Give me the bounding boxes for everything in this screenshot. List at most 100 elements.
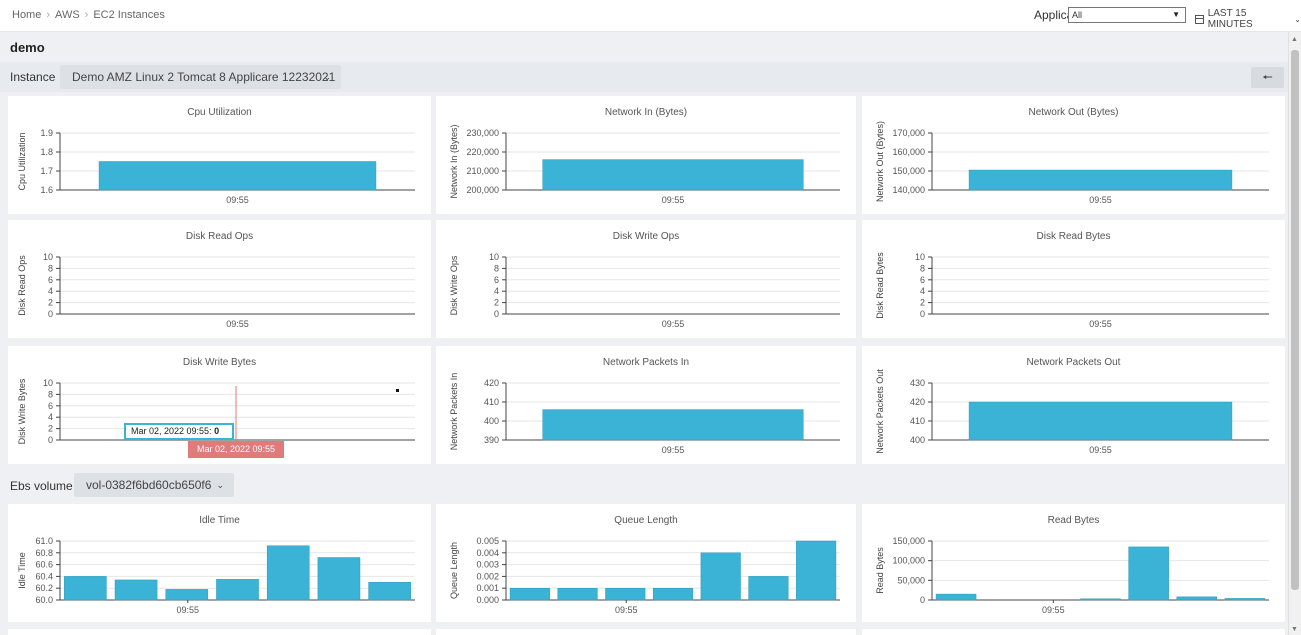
page-scrollbar[interactable]: ▲ ▼ — [1288, 32, 1301, 635]
y-tick-label: 0 — [48, 309, 53, 319]
breadcrumb-home[interactable]: Home — [12, 9, 42, 21]
scroll-up-icon[interactable]: ▲ — [1291, 36, 1298, 43]
scrollbar-thumb[interactable] — [1291, 50, 1299, 590]
bar — [652, 587, 694, 601]
x-tick-label: 09:55 — [226, 319, 249, 329]
chart-svg: 61.0 60.8 60.660.4 60.2 60.0 Idle Time 09:55 — [17, 536, 415, 615]
instance-select[interactable]: Demo AMZ Linux 2 Tomcat 8 Applicare 1223… — [60, 65, 341, 89]
instance-toolbar: Instance Demo AMZ Linux 2 Tomcat 8 Appli… — [0, 62, 1288, 92]
bar — [605, 587, 646, 601]
y-tick-label: 60.6 — [35, 560, 53, 570]
y-axis-label: Idle Time — [17, 552, 27, 589]
y-axis-label: Disk Read Ops — [17, 255, 27, 316]
chart-svg: 230,000 220,000 210,000 200,000 Network In (… — [449, 124, 840, 205]
breadcrumb-aws[interactable]: AWS — [55, 9, 80, 21]
x-tick-label: 09:55 — [615, 605, 638, 615]
y-axis-label: Queue Length — [449, 542, 459, 599]
chart-card: Read Bytes 150,000 100,000 50,000 0 Read Byte… — [862, 504, 1285, 622]
chart-card: Cpu Utilization 1.9 1.8 1.7 1.6 Cpu Utilizati… — [8, 96, 431, 214]
bar — [1224, 598, 1266, 601]
chart-card — [436, 629, 856, 635]
x-tick-label: 09:55 — [1089, 195, 1112, 205]
ebs-volume-select[interactable]: vol-0382f6bd60cb650f6 ⌄ — [74, 473, 234, 497]
chart-svg: 108 64 20 Disk Write Ops 09:55 — [449, 252, 840, 329]
chart-card: Network In (Bytes) 230,000 220,000 210,000 2… — [436, 96, 856, 214]
chart-title: Idle Time — [199, 515, 240, 526]
top-bar: Home › AWS › EC2 Instances Application A… — [0, 0, 1301, 32]
chevron-down-icon: ⌄ — [216, 480, 224, 490]
bar — [114, 579, 158, 601]
breadcrumb-separator: › — [84, 9, 89, 21]
y-tick-label: 2 — [48, 424, 53, 434]
chart-title: Queue Length — [614, 515, 678, 526]
y-tick-label: 2 — [494, 298, 499, 308]
chart-card: Disk Write Ops 10 8 6 4 2 0 Disk Write Ops 09:55 — [436, 220, 856, 338]
y-tick-label: 60.2 — [35, 583, 53, 593]
chart-card: Disk Read Ops 10 8 6 4 2 0 Disk Read Ops 09:55 — [8, 220, 431, 338]
tooltip-value: 0 — [214, 426, 220, 436]
y-tick-label: 0.000 — [476, 595, 499, 605]
bar — [216, 579, 259, 601]
y-tick-label: 8 — [48, 263, 53, 273]
x-tick-label: 09:55 — [662, 319, 685, 329]
bar — [368, 582, 411, 601]
breadcrumb-ec2-instances: EC2 Instances — [93, 9, 165, 21]
application-select[interactable]: All ▼ — [1068, 7, 1186, 23]
y-tick-label: 410 — [910, 416, 925, 426]
y-tick-label: 0 — [494, 309, 499, 319]
y-tick-label: 6 — [48, 401, 53, 411]
time-range-picker[interactable]: LAST 15 MINUTES ⌄ — [1195, 8, 1301, 30]
marker-point — [396, 389, 399, 392]
y-tick-label: 8 — [494, 263, 499, 273]
chart-card: Network Out (Bytes) 170,000 160,000 150,000… — [862, 96, 1285, 214]
chevron-down-icon: ⌄ — [323, 72, 331, 82]
ebs-toolbar: Ebs volume vol-0382f6bd60cb650f6 ⌄ — [0, 470, 1288, 500]
y-tick-label: 60.8 — [35, 548, 53, 558]
y-tick-label: 4 — [920, 286, 925, 296]
x-tick-label: 09:55 — [1089, 445, 1112, 455]
y-tick-label: 0 — [48, 435, 53, 445]
dropdown-arrow-icon: ▼ — [1172, 10, 1180, 19]
chart-title: Disk Write Bytes — [182, 357, 257, 368]
y-axis-label: Network Packets Out — [875, 369, 885, 454]
instance-select-value: Demo AMZ Linux 2 Tomcat 8 Applicare 1223… — [72, 70, 336, 84]
y-axis-label: Network Packets In — [449, 373, 459, 451]
crosshair-time-flag: Mar 02, 2022 09:55 — [188, 441, 284, 458]
bar — [266, 545, 310, 601]
y-tick-label: 2 — [48, 298, 53, 308]
y-tick-label: 0.005 — [476, 536, 499, 546]
y-tick-label: 4 — [494, 286, 499, 296]
bar — [1128, 546, 1169, 601]
y-tick-label: 1.7 — [40, 166, 53, 176]
y-tick-label: 420 — [484, 378, 499, 388]
y-tick-label: 170,000 — [892, 128, 925, 138]
y-tick-label: 430 — [910, 378, 925, 388]
x-tick-label: 09:55 — [662, 445, 685, 455]
y-tick-label: 400 — [910, 435, 925, 445]
time-range-label: LAST 15 MINUTES — [1207, 8, 1253, 30]
back-button[interactable]: 🠔 — [1251, 67, 1284, 88]
bar — [700, 552, 741, 601]
chart-card: Network Packets Out 430 420 410 400 Network P… — [862, 346, 1285, 464]
chart-title: Disk Read Ops — [185, 231, 254, 242]
scroll-down-icon[interactable]: ▼ — [1291, 626, 1298, 633]
x-tick-label: 09:55 — [662, 195, 685, 205]
y-tick-label: 1.6 — [40, 185, 53, 195]
bar — [935, 593, 977, 601]
chart-svg: 170,000 160,000 150,000 140,000 Network Out … — [875, 121, 1269, 205]
bar — [557, 587, 598, 601]
chart-card — [862, 629, 1285, 635]
y-tick-label: 140,000 — [892, 185, 925, 195]
y-tick-label: 4 — [48, 412, 53, 422]
chart-tooltip: Mar 02, 2022 09:55: 0 — [124, 423, 234, 440]
y-tick-label: 50,000 — [897, 575, 925, 585]
y-tick-label: 60.4 — [35, 571, 53, 581]
chart-card: Network Packets In 420 410 400 390 Network Pa… — [436, 346, 856, 464]
y-tick-label: 0.001 — [476, 583, 499, 593]
bar — [509, 587, 550, 601]
x-tick-label: 09:55 — [1042, 605, 1065, 615]
arrow-left-icon: 🠔 — [1262, 70, 1273, 84]
bar — [1080, 598, 1121, 601]
ebs-volume-select-value: vol-0382f6bd60cb650f6 — [86, 478, 212, 492]
y-tick-label: 210,000 — [466, 166, 499, 176]
